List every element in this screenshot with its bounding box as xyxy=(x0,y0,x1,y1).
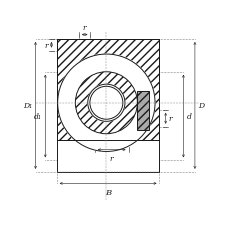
Text: D₁: D₁ xyxy=(23,102,32,110)
Bar xyxy=(57,40,159,140)
Text: r: r xyxy=(44,42,48,49)
Text: d: d xyxy=(186,112,191,120)
Circle shape xyxy=(75,72,137,134)
Circle shape xyxy=(87,85,124,122)
Bar xyxy=(137,92,148,131)
Bar xyxy=(57,140,159,172)
Text: D: D xyxy=(197,102,203,110)
Text: d₁: d₁ xyxy=(34,112,42,120)
Bar xyxy=(57,40,159,140)
Text: r: r xyxy=(82,24,86,32)
Text: r: r xyxy=(109,154,113,162)
Text: r: r xyxy=(168,115,172,123)
Circle shape xyxy=(90,87,122,120)
Circle shape xyxy=(57,55,154,152)
Text: B: B xyxy=(105,188,111,196)
